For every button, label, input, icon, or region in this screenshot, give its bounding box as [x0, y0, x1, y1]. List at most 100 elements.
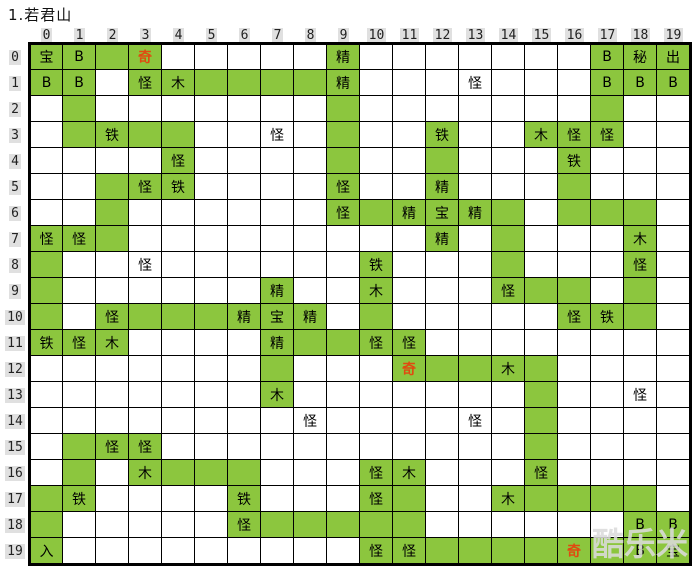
map-cell: 怪	[96, 304, 129, 330]
map-cell	[162, 96, 195, 122]
map-cell	[327, 512, 360, 538]
map-cell: 木	[624, 226, 657, 252]
col-header: 1	[63, 26, 96, 44]
map-cell	[558, 96, 591, 122]
map-cell	[195, 382, 228, 408]
map-cell	[591, 512, 624, 538]
map-cell	[63, 252, 96, 278]
map-cell	[459, 174, 492, 200]
map-cell	[426, 538, 459, 564]
map-cell	[129, 148, 162, 174]
col-header-label: 18	[630, 27, 651, 43]
row-header: 3	[0, 122, 30, 148]
map-cell	[228, 330, 261, 356]
map-cell	[228, 200, 261, 226]
map-cell	[195, 44, 228, 70]
map-cell	[327, 96, 360, 122]
map-cell	[129, 278, 162, 304]
map-cell	[558, 226, 591, 252]
map-cell	[525, 304, 558, 330]
map-cell	[591, 460, 624, 486]
map-cell: 精	[426, 226, 459, 252]
map-cell: 怪	[591, 122, 624, 148]
map-cell: 怪	[393, 330, 426, 356]
map-cell	[393, 96, 426, 122]
map-cell	[195, 200, 228, 226]
row-header: 5	[0, 174, 30, 200]
map-cell	[492, 512, 525, 538]
map-cell	[426, 356, 459, 382]
map-cell	[360, 70, 393, 96]
map-cell: 怪	[558, 304, 591, 330]
row-header-label: 5	[9, 179, 21, 195]
map-cell	[294, 122, 327, 148]
map-cell	[63, 512, 96, 538]
map-cell	[327, 148, 360, 174]
map-cell	[195, 278, 228, 304]
map-cell	[459, 486, 492, 512]
map-row: 15 怪怪	[0, 434, 690, 460]
map-cell	[393, 512, 426, 538]
map-cell	[63, 304, 96, 330]
map-cell	[96, 148, 129, 174]
map-cell	[591, 174, 624, 200]
map-cell	[393, 486, 426, 512]
map-cell	[327, 226, 360, 252]
map-cell: 木	[525, 122, 558, 148]
map-cell	[393, 226, 426, 252]
row-header: 19	[0, 538, 30, 564]
row-header-label: 15	[5, 439, 25, 455]
map-cell	[558, 408, 591, 434]
col-header: 13	[459, 26, 492, 44]
map-cell	[63, 408, 96, 434]
map-cell	[63, 200, 96, 226]
map-cell	[327, 382, 360, 408]
map-cell	[492, 252, 525, 278]
map-cell	[492, 44, 525, 70]
map-cell	[327, 486, 360, 512]
map-cell	[525, 382, 558, 408]
map-cell	[162, 122, 195, 148]
map-cell	[492, 96, 525, 122]
map-cell: 奇	[393, 356, 426, 382]
col-header-label: 7	[271, 27, 284, 43]
col-header: 5	[195, 26, 228, 44]
map-cell: 怪	[129, 174, 162, 200]
map-cell	[426, 148, 459, 174]
map-cell: 铁	[228, 486, 261, 512]
map-row: 19 入 怪怪 奇 B 宝	[0, 538, 690, 564]
map-cell	[393, 122, 426, 148]
map-cell	[327, 122, 360, 148]
map-cell	[426, 486, 459, 512]
map-cell	[327, 278, 360, 304]
map-cell	[96, 200, 129, 226]
map-cell	[426, 44, 459, 70]
row-header-label: 1	[9, 75, 21, 91]
map-cell	[327, 304, 360, 330]
map-cell	[96, 538, 129, 564]
row-header-label: 11	[5, 335, 25, 351]
map-cell	[360, 382, 393, 408]
map-cell	[591, 96, 624, 122]
map-cell	[360, 96, 393, 122]
map-cell	[525, 174, 558, 200]
map-cell	[393, 408, 426, 434]
map-cell	[591, 356, 624, 382]
map-cell	[294, 200, 327, 226]
map-cell	[426, 460, 459, 486]
map-cell: 精	[228, 304, 261, 330]
map-cell	[657, 460, 690, 486]
map-cell	[360, 408, 393, 434]
map-cell	[63, 434, 96, 460]
row-header-label: 9	[9, 283, 21, 299]
col-header-label: 2	[106, 27, 119, 43]
map-cell	[591, 330, 624, 356]
map-cell	[195, 70, 228, 96]
map-cell	[129, 486, 162, 512]
map-cell: 精	[294, 304, 327, 330]
map-cell	[426, 330, 459, 356]
map-cell	[558, 486, 591, 512]
map-cell	[459, 96, 492, 122]
map-cell	[591, 200, 624, 226]
